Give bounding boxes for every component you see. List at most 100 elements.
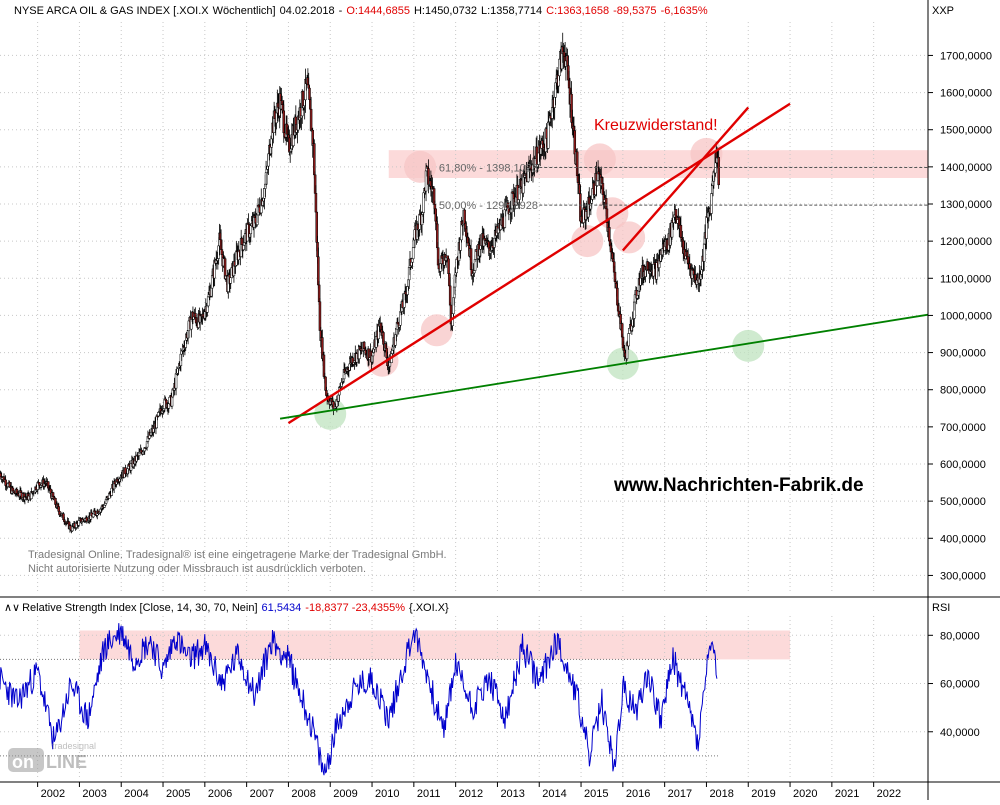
price-tick-label: 400,0000 (940, 533, 986, 545)
touch-point-marker (571, 225, 604, 258)
svg-text:on: on (12, 752, 34, 772)
price-axis-symbol: XXP (932, 5, 954, 17)
instrument-label: NYSE ARCA OIL & GAS INDEX [.XOI.X (14, 5, 209, 17)
price-tick-label: 1700,0000 (940, 50, 992, 62)
price-candle-body (487, 241, 491, 249)
watermark-url: www.Nachrichten-Fabrik.de (613, 475, 864, 496)
year-tick-label: 2004 (124, 788, 148, 800)
price-candle-body (546, 121, 550, 149)
price-candle-body (229, 277, 232, 284)
fib-level-label: 50,00% - 1296,8928 (439, 200, 538, 212)
price-tick-label: 700,0000 (940, 422, 986, 434)
price-tick-label: 1600,0000 (940, 88, 992, 100)
rsi-indicator-change: -18,8377 -23,4355% (305, 602, 405, 614)
chart-header: NYSE ARCA OIL & GAS INDEX [.XOI.X Wöchent… (14, 5, 708, 17)
price-tick-label: 1100,0000 (940, 273, 991, 285)
touch-point-marker (732, 329, 765, 362)
price-tick-label: 800,0000 (940, 385, 986, 397)
rsi-indicator-value: 61,5434 (262, 602, 302, 614)
year-tick-label: 2002 (41, 788, 65, 800)
year-tick-label: 2012 (459, 788, 483, 800)
resistance-band (388, 150, 929, 178)
year-tick-label: 2007 (250, 788, 274, 800)
svg-text:tradesignal: tradesignal (52, 741, 96, 751)
price-candle-body (411, 247, 415, 259)
year-tick-label: 2010 (375, 788, 399, 800)
touch-point-marker (420, 314, 453, 347)
price-tick-label: 1000,0000 (940, 310, 992, 322)
price-candle-body (483, 238, 486, 241)
price-candle-body (317, 256, 320, 286)
price-candle-body (38, 482, 41, 486)
open-value: O:1444,6855 (346, 5, 410, 17)
red-trendline (621, 106, 750, 252)
date-label: 04.02.2018 (280, 5, 335, 17)
rsi-series-line (0, 623, 718, 776)
price-candle-body (710, 193, 713, 214)
year-tick-label: 2020 (793, 788, 817, 800)
disclaimer-line-1: Tradesignal Online. Tradesignal® ist ein… (28, 549, 447, 561)
rsi-indicator-symbol: {.XOI.X} (409, 602, 449, 614)
year-tick-label: 2018 (709, 788, 733, 800)
fib-level-label: 61,80% - 1398,1023 (439, 163, 538, 175)
year-tick-label: 2009 (333, 788, 357, 800)
price-candle-body (314, 193, 318, 213)
price-candle-body (447, 258, 450, 274)
rsi-tick-label: 80,0000 (940, 630, 980, 642)
year-tick-label: 2022 (877, 788, 901, 800)
rsi-indicator-label: Relative Strength Index [Close, 14, 30, … (22, 602, 257, 614)
close-value: C:1363,1658 (546, 5, 609, 17)
change-pct-value: -6,1635% (661, 5, 708, 17)
year-tick-label: 2017 (668, 788, 692, 800)
price-candle-body (448, 285, 452, 306)
change-value: -89,5375 (613, 5, 656, 17)
year-tick-label: 2006 (208, 788, 232, 800)
rsi-indicator-icon: ∧∨ (4, 602, 20, 614)
price-candle-body (309, 108, 313, 131)
price-candle-body (249, 225, 253, 235)
year-tick-label: 2008 (291, 788, 315, 800)
price-candle-body (308, 87, 311, 100)
year-tick-label: 2016 (626, 788, 650, 800)
price-candle-body (313, 143, 316, 176)
price-tick-label: 900,0000 (940, 348, 986, 360)
price-tick-label: 300,0000 (940, 570, 986, 582)
annotation-text: Kreuzwiderstand! (594, 117, 718, 134)
rsi-tick-label: 60,0000 (940, 679, 980, 691)
touch-point-marker (613, 221, 646, 254)
period-label: Wöchentlich] (213, 5, 276, 17)
price-candle-body (608, 227, 611, 242)
year-tick-label: 2013 (500, 788, 524, 800)
year-tick-label: 2021 (835, 788, 859, 800)
svg-text:LINE: LINE (46, 752, 87, 772)
price-tick-label: 600,0000 (940, 459, 986, 471)
year-tick-label: 2005 (166, 788, 190, 800)
green-trendline (279, 313, 929, 420)
price-candle-body (433, 204, 437, 210)
price-candle-body (206, 296, 210, 307)
price-tick-label: 1500,0000 (940, 125, 992, 137)
rsi-header: ∧∨ Relative Strength Index [Close, 14, 30… (4, 602, 449, 614)
price-candle-body (174, 373, 178, 389)
price-candle-body (77, 520, 81, 526)
price-candle-body (170, 396, 174, 407)
price-tick-label: 500,0000 (940, 496, 986, 508)
price-tick-label: 1400,0000 (940, 162, 992, 174)
price-candle-body (242, 245, 245, 250)
low-value: L:1358,7714 (481, 5, 542, 17)
price-candle-body (702, 243, 706, 262)
rsi-tick-label: 40,0000 (940, 727, 980, 739)
price-candle-body (679, 224, 683, 239)
price-candle-body (573, 130, 577, 155)
price-candle-body (627, 333, 630, 347)
price-candle-body (318, 301, 322, 331)
year-tick-label: 2019 (751, 788, 775, 800)
price-candle-body (220, 249, 224, 255)
price-candle-body (717, 157, 720, 186)
price-tick-label: 1300,0000 (940, 199, 992, 211)
price-candle-body (240, 238, 244, 245)
year-tick-label: 2011 (417, 788, 441, 800)
year-tick-label: 2014 (542, 788, 566, 800)
